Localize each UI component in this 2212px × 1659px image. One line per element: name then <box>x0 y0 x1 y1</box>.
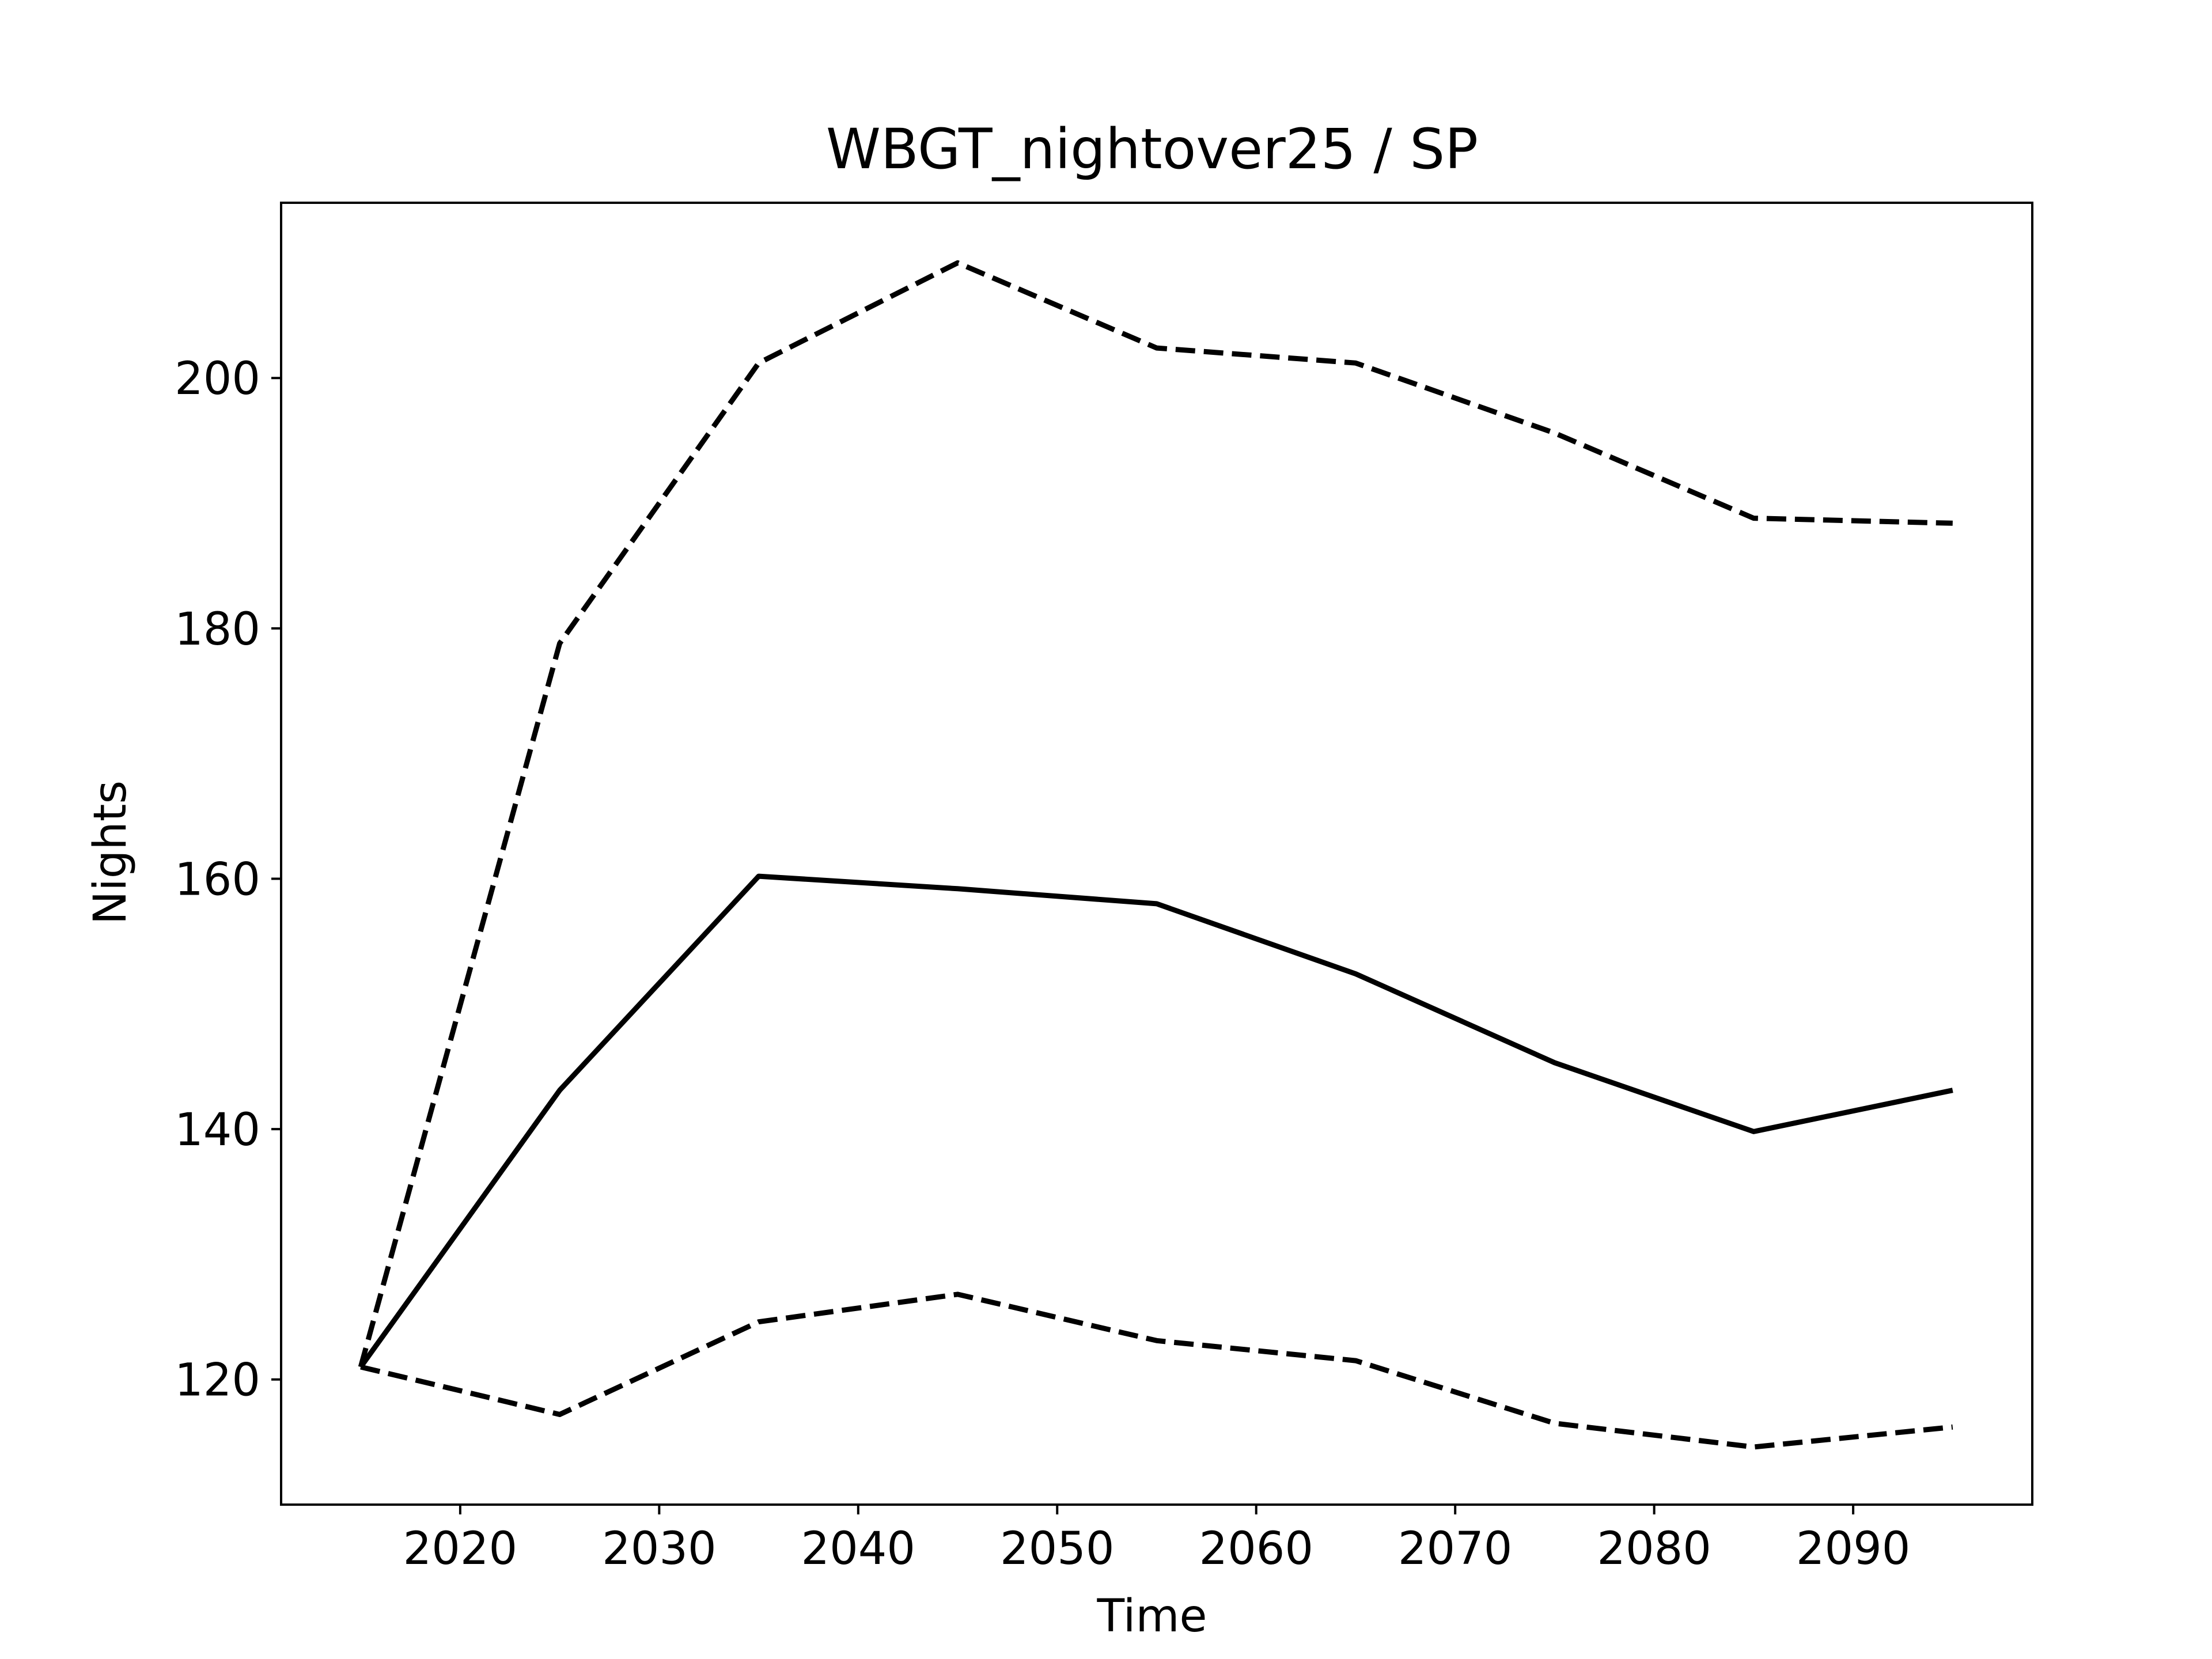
x-tick-label: 2020 <box>403 1523 518 1575</box>
x-tick-label: 2070 <box>1398 1523 1513 1575</box>
chart-title: WBGT_nightover25 / SP <box>826 117 1478 181</box>
x-axis-label: Time <box>1097 1590 1207 1642</box>
y-tick-label: 120 <box>175 1355 260 1407</box>
y-axis-label: Nights <box>85 781 137 925</box>
axes-frame <box>280 202 2033 1506</box>
x-tick-label: 2060 <box>1199 1523 1313 1575</box>
x-tick-label: 2050 <box>1000 1523 1115 1575</box>
y-axis: 120 140 160 180 200 <box>175 353 281 1407</box>
x-tick-label: 2090 <box>1796 1523 1911 1575</box>
y-tick-label: 200 <box>175 353 260 405</box>
y-tick-label: 140 <box>175 1104 260 1156</box>
series-line-3 <box>360 1291 1953 1450</box>
x-axis: 2020 2030 2040 2050 2060 2070 2080 2090 <box>403 1505 1911 1575</box>
x-tick-label: 2080 <box>1597 1523 1711 1575</box>
y-tick-label: 180 <box>175 604 260 656</box>
x-tick-label: 2030 <box>602 1523 717 1575</box>
series-line-2 <box>358 873 1953 1369</box>
y-tick-label: 160 <box>175 854 260 906</box>
x-tick-label: 2040 <box>801 1523 916 1575</box>
series-line-1 <box>358 260 1953 1368</box>
plot-area <box>280 202 2033 1506</box>
series-layer <box>358 260 1953 1450</box>
